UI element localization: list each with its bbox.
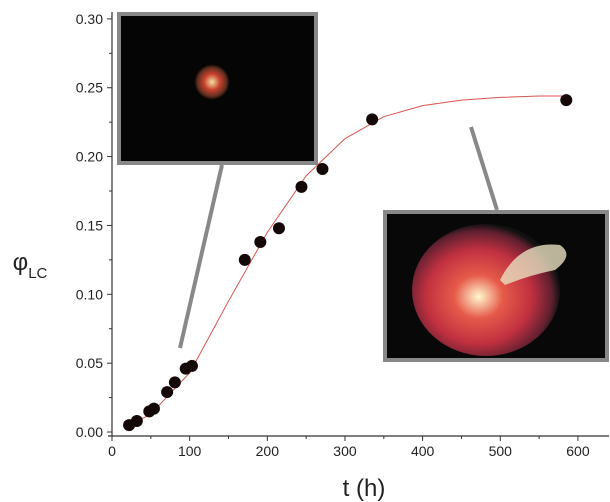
x-tick-label: 200 xyxy=(256,443,280,459)
x-tick-label: 300 xyxy=(333,443,357,459)
x-tick-label: 100 xyxy=(178,443,202,459)
y-tick-label: 0.25 xyxy=(76,80,103,96)
data-point xyxy=(130,414,143,427)
data-point xyxy=(272,222,285,235)
inset-large xyxy=(383,126,609,362)
y-tick-label: 0.00 xyxy=(76,424,103,440)
data-point xyxy=(316,162,329,175)
data-point xyxy=(185,359,198,372)
y-tick-label: 0.10 xyxy=(76,286,103,302)
data-point xyxy=(161,386,174,399)
data-point xyxy=(560,94,573,107)
x-tick-label: 400 xyxy=(411,443,435,459)
inset-small xyxy=(117,12,318,349)
y-tick-label: 0.30 xyxy=(76,11,103,27)
data-point xyxy=(295,180,308,193)
y-label-subscript: LC xyxy=(28,265,47,282)
x-tick-label: 0 xyxy=(108,443,116,459)
data-point xyxy=(366,113,379,126)
data-point xyxy=(254,235,267,248)
x-axis-label: t (h) xyxy=(343,475,386,502)
x-tick-label: 500 xyxy=(489,443,513,459)
y-tick-label: 0.20 xyxy=(76,149,103,165)
x-tick-label: 600 xyxy=(566,443,590,459)
data-point xyxy=(147,402,160,415)
data-point xyxy=(238,253,251,266)
y-axis-label: φLC xyxy=(13,249,48,282)
y-tick-label: 0.05 xyxy=(76,355,103,371)
y-tick-label: 0.15 xyxy=(76,217,103,233)
y-label-symbol: φ xyxy=(13,249,29,276)
data-point xyxy=(168,376,181,389)
